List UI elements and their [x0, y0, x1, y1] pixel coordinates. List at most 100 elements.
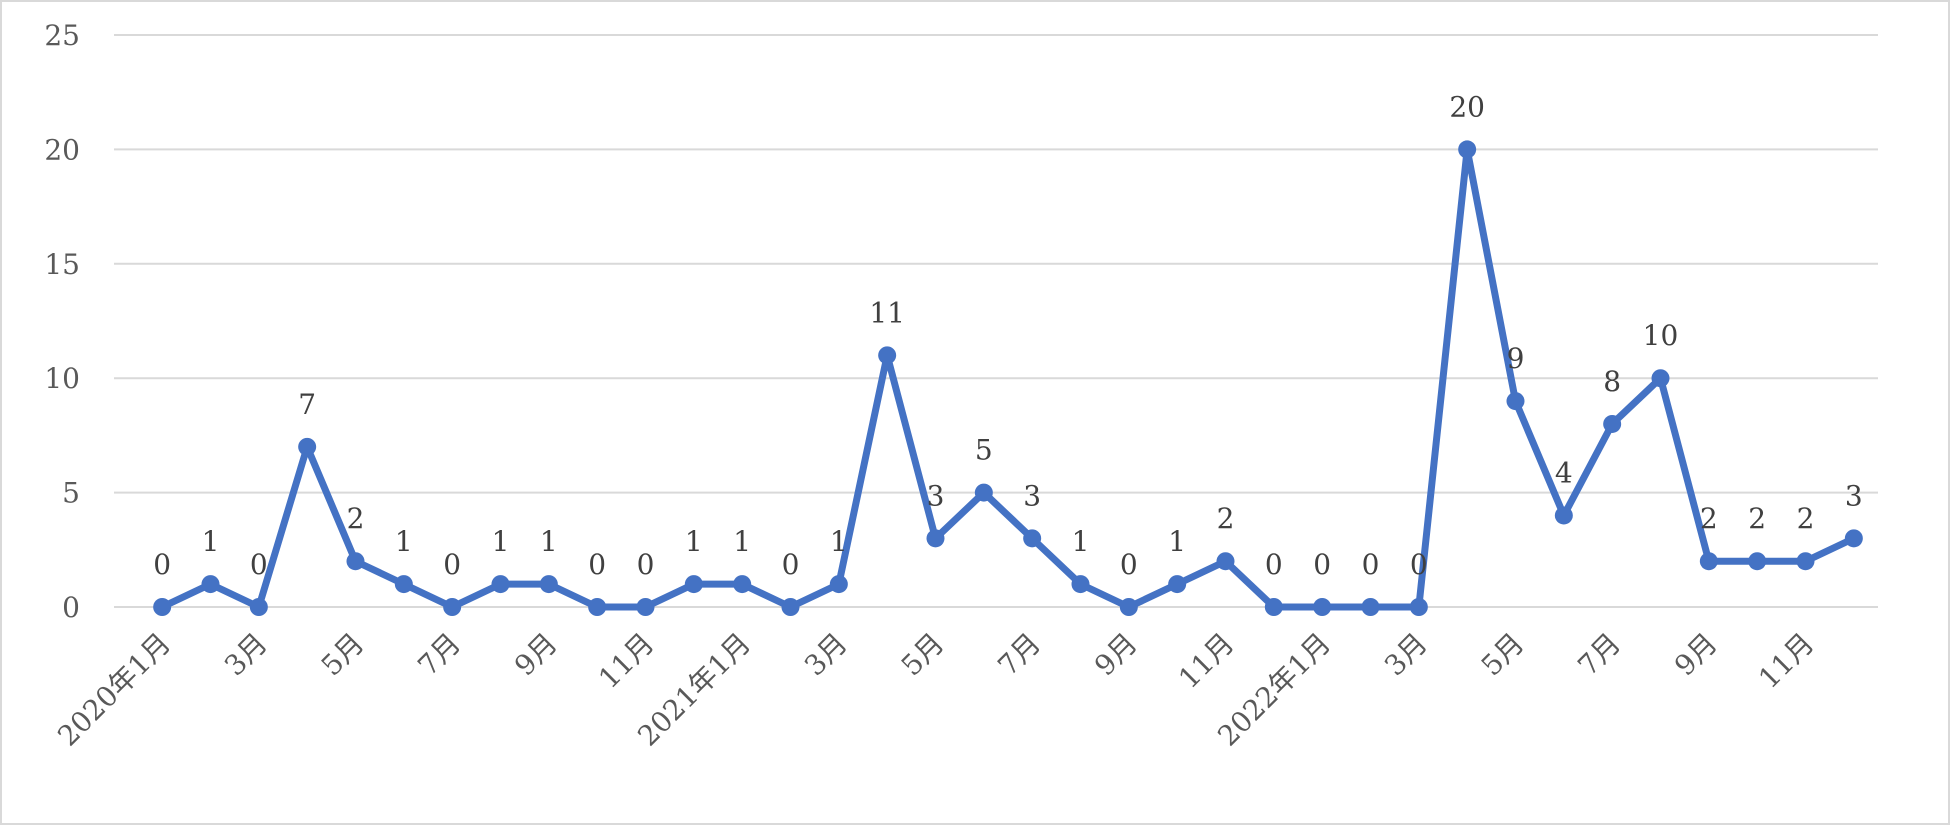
data-point: [1651, 369, 1670, 388]
data-label: 0: [1265, 548, 1283, 581]
data-point: [1023, 529, 1042, 548]
data-label: 0: [443, 548, 461, 581]
data-point: [443, 598, 462, 616]
x-tick-label: 3月: [798, 627, 854, 683]
data-point: [829, 575, 848, 594]
data-point: [491, 575, 510, 594]
data-label: 0: [1410, 548, 1428, 581]
data-point: [1748, 552, 1767, 571]
grid-lines: [114, 34, 1878, 608]
data-label: 1: [733, 525, 751, 558]
data-point: [974, 483, 993, 502]
y-tick-label: 10: [44, 362, 80, 395]
data-points: [153, 140, 1863, 616]
data-label: 2: [1217, 502, 1235, 535]
data-point: [1603, 414, 1622, 433]
data-point: [588, 598, 607, 616]
data-label: 1: [540, 525, 558, 558]
data-label: 11: [869, 296, 905, 329]
data-label: 3: [1845, 479, 1863, 512]
data-point: [298, 437, 317, 456]
data-point: [1119, 598, 1138, 616]
data-label: 2: [1700, 502, 1718, 535]
data-label: 0: [637, 548, 655, 581]
data-point: [684, 575, 703, 594]
data-label: 0: [153, 548, 171, 581]
data-label: 1: [830, 525, 848, 558]
data-label: 20: [1449, 90, 1485, 123]
data-point: [1071, 575, 1090, 594]
y-axis-tick-labels: 0 5 10 15 20 25: [44, 19, 80, 624]
x-tick-label: 7月: [991, 627, 1047, 683]
data-point: [539, 575, 558, 594]
x-tick-label: 5月: [1475, 627, 1531, 683]
data-point: [1796, 552, 1815, 571]
data-point: [781, 598, 800, 616]
x-tick-label: 3月: [218, 627, 274, 683]
data-point: [1506, 392, 1525, 411]
data-label: 1: [202, 525, 220, 558]
x-tick-label: 5月: [895, 627, 951, 683]
data-point: [926, 529, 945, 548]
data-label: 2: [1797, 502, 1815, 535]
data-point: [201, 575, 220, 594]
data-point: [1554, 506, 1573, 525]
data-label: 3: [927, 479, 945, 512]
data-point: [394, 575, 413, 594]
y-tick-label: 0: [62, 591, 80, 624]
data-point: [1168, 575, 1187, 594]
data-point: [1699, 552, 1718, 571]
data-label: 2: [1748, 502, 1766, 535]
data-label: 1: [1072, 525, 1090, 558]
data-label: 8: [1603, 365, 1621, 398]
data-label: 0: [1362, 548, 1380, 581]
x-tick-label: 7月: [1571, 627, 1627, 683]
data-label: 0: [250, 548, 268, 581]
data-label: 1: [685, 525, 703, 558]
x-tick-label: 5月: [315, 627, 371, 683]
y-tick-label: 25: [44, 19, 80, 52]
data-label: 1: [395, 525, 413, 558]
y-tick-label: 15: [44, 248, 80, 281]
data-point: [346, 552, 365, 571]
data-point: [733, 575, 752, 594]
data-label: 0: [782, 548, 800, 581]
data-label: 0: [1120, 548, 1138, 581]
data-point: [1216, 552, 1235, 571]
data-point: [153, 598, 172, 616]
data-point: [1361, 598, 1380, 616]
x-tick-label: 7月: [411, 627, 467, 683]
x-tick-label: 11月: [1752, 627, 1820, 695]
x-tick-label: 9月: [1668, 627, 1724, 683]
data-point: [249, 598, 268, 616]
data-label: 1: [492, 525, 510, 558]
data-point: [1264, 598, 1283, 616]
data-label: 0: [588, 548, 606, 581]
data-label: 0: [1313, 548, 1331, 581]
x-tick-label: 11月: [592, 627, 660, 695]
x-tick-label: 11月: [1172, 627, 1240, 695]
data-label: 7: [298, 388, 316, 421]
data-point: [1844, 529, 1863, 548]
data-label: 1: [1168, 525, 1186, 558]
x-tick-label: 9月: [508, 627, 564, 683]
data-label: 4: [1555, 456, 1573, 489]
x-tick-label: 3月: [1378, 627, 1434, 683]
y-tick-label: 5: [62, 477, 80, 510]
x-tick-label: 2020年1月: [51, 627, 177, 753]
data-label: 9: [1507, 342, 1525, 375]
data-point: [878, 346, 897, 365]
data-label: 5: [975, 434, 993, 467]
y-tick-label: 20: [44, 133, 80, 166]
data-point: [636, 598, 655, 616]
data-label: 10: [1643, 319, 1679, 352]
data-point: [1409, 598, 1428, 616]
x-tick-label: 9月: [1088, 627, 1144, 683]
data-point: [1458, 140, 1477, 159]
data-point: [1313, 598, 1332, 616]
data-label: 2: [347, 502, 365, 535]
